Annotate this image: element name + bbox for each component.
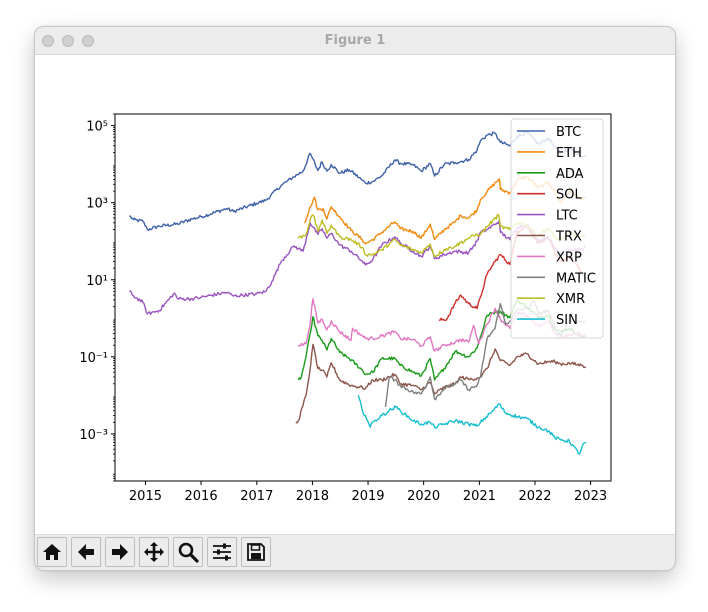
legend: BTC ETH ADA SOL LTC TRX XRP MATIC XMR SIN [510, 118, 604, 339]
x-tick-label-2023: 2023 [574, 489, 607, 504]
window-title: Figure 1 [324, 33, 386, 48]
legend-label-eth: ETH [556, 146, 582, 161]
x-tick-label-2019: 2019 [351, 489, 384, 504]
pan-button[interactable] [139, 537, 169, 567]
title-bar: Figure 1 [35, 27, 675, 55]
minimize-window-button[interactable] [62, 35, 74, 47]
forward-button[interactable] [105, 537, 135, 567]
zoom-button[interactable] [173, 537, 203, 567]
legend-label-matic: MATIC [556, 271, 596, 286]
legend-box [510, 118, 604, 339]
legend-label-trx: TRX [555, 230, 582, 245]
figure-window: Figure 1 2015 2016 2017 2018 2019 2020 2021 202… [34, 26, 676, 571]
navigation-toolbar [35, 534, 675, 570]
y-tick-label-2: 10¹ [86, 274, 108, 289]
arrow-right-icon [112, 544, 128, 560]
legend-label-ada: ADA [556, 167, 584, 182]
close-window-button[interactable] [42, 35, 54, 47]
series-line-sin [357, 395, 587, 455]
series-line-trx [295, 343, 587, 424]
x-tick-label-2022: 2022 [518, 489, 551, 504]
x-tick-label-2020: 2020 [407, 489, 440, 504]
home-icon [43, 544, 61, 560]
chart-svg: 2015 2016 2017 2018 2019 2020 2021 2022 2023 10⁻³… [79, 113, 612, 504]
x-tick-label-2015: 2015 [129, 489, 162, 504]
x-tick-label-2021: 2021 [463, 489, 496, 504]
magnifier-icon [178, 542, 199, 563]
x-tick-label-2016: 2016 [185, 489, 218, 504]
legend-label-xmr: XMR [556, 292, 585, 307]
legend-label-ltc: LTC [556, 209, 578, 224]
zoom-window-button[interactable] [82, 35, 94, 47]
axes-frame [114, 113, 612, 482]
y-tick-label-3: 10³ [86, 197, 108, 212]
y-tick-label-1: 10⁻¹ [79, 351, 108, 366]
back-button[interactable] [71, 537, 101, 567]
legend-label-sol: SOL [556, 188, 582, 203]
legend-label-sin: SIN [556, 313, 578, 328]
legend-label-xrp: XRP [556, 250, 582, 265]
move-icon [144, 542, 164, 562]
x-tick-label-2017: 2017 [240, 489, 273, 504]
y-tick-label-0: 10⁻³ [79, 428, 108, 443]
x-tick-label-2018: 2018 [296, 489, 329, 504]
configure-subplots-button[interactable] [207, 537, 237, 567]
home-button[interactable] [37, 537, 67, 567]
y-tick-label-4: 10⁵ [86, 120, 108, 135]
save-button[interactable] [241, 537, 271, 567]
y-minor-ticks [113, 113, 115, 482]
figure-canvas[interactable]: 2015 2016 2017 2018 2019 2020 2021 2022 2023 10⁻³… [35, 55, 675, 535]
legend-label-btc: BTC [556, 125, 581, 140]
floppy-disk-icon [247, 543, 265, 561]
sliders-icon [213, 543, 231, 561]
arrow-left-icon [78, 544, 94, 560]
